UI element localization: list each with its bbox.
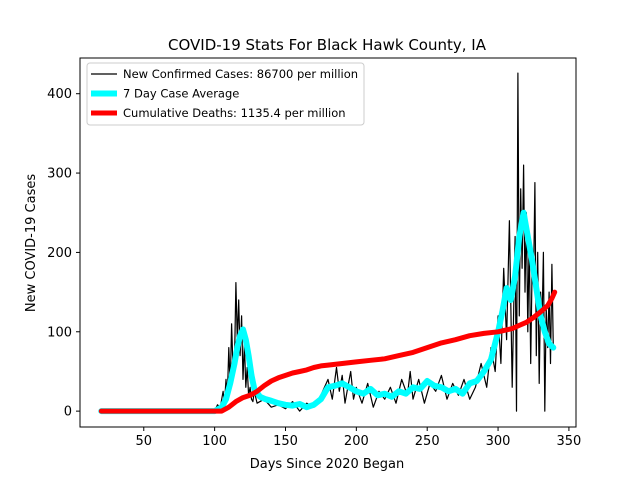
x-tick-label: 300: [486, 434, 511, 449]
chart-title: COVID-19 Stats For Black Hawk County, IA: [168, 36, 487, 54]
y-tick-label: 200: [47, 246, 72, 261]
y-tick-label: 400: [47, 87, 72, 102]
plot-area: [79, 57, 577, 428]
x-tick-label: 200: [344, 434, 369, 449]
legend-label-1: 7 Day Case Average: [123, 87, 239, 101]
legend: New Confirmed Cases: 86700 per million 7 …: [86, 62, 365, 126]
x-tick-label: 100: [202, 434, 227, 449]
series-line-2: [98, 289, 558, 414]
series-line-0: [100, 72, 554, 412]
y-tick-label: 100: [47, 325, 72, 340]
y-tick-label: 0: [64, 405, 72, 420]
x-tick-label: 50: [135, 434, 152, 449]
y-axis-label: New COVID-19 Cases: [24, 174, 39, 312]
series-line-1: [98, 209, 557, 415]
x-tick-label: 250: [415, 434, 440, 449]
x-tick-label: 150: [273, 434, 298, 449]
plot-frame: [79, 57, 577, 428]
axis-ticks: 50 100 150 200 250 300 350 0 100 200 300 400: [47, 87, 581, 449]
legend-box: [86, 62, 365, 126]
x-tick-label: 350: [557, 434, 582, 449]
x-axis-label: Days Since 2020 Began: [250, 457, 405, 472]
legend-label-2: Cumulative Deaths: 1135.4 per million: [123, 106, 346, 120]
legend-label-0: New Confirmed Cases: 86700 per million: [123, 67, 358, 81]
y-tick-label: 300: [47, 167, 72, 182]
